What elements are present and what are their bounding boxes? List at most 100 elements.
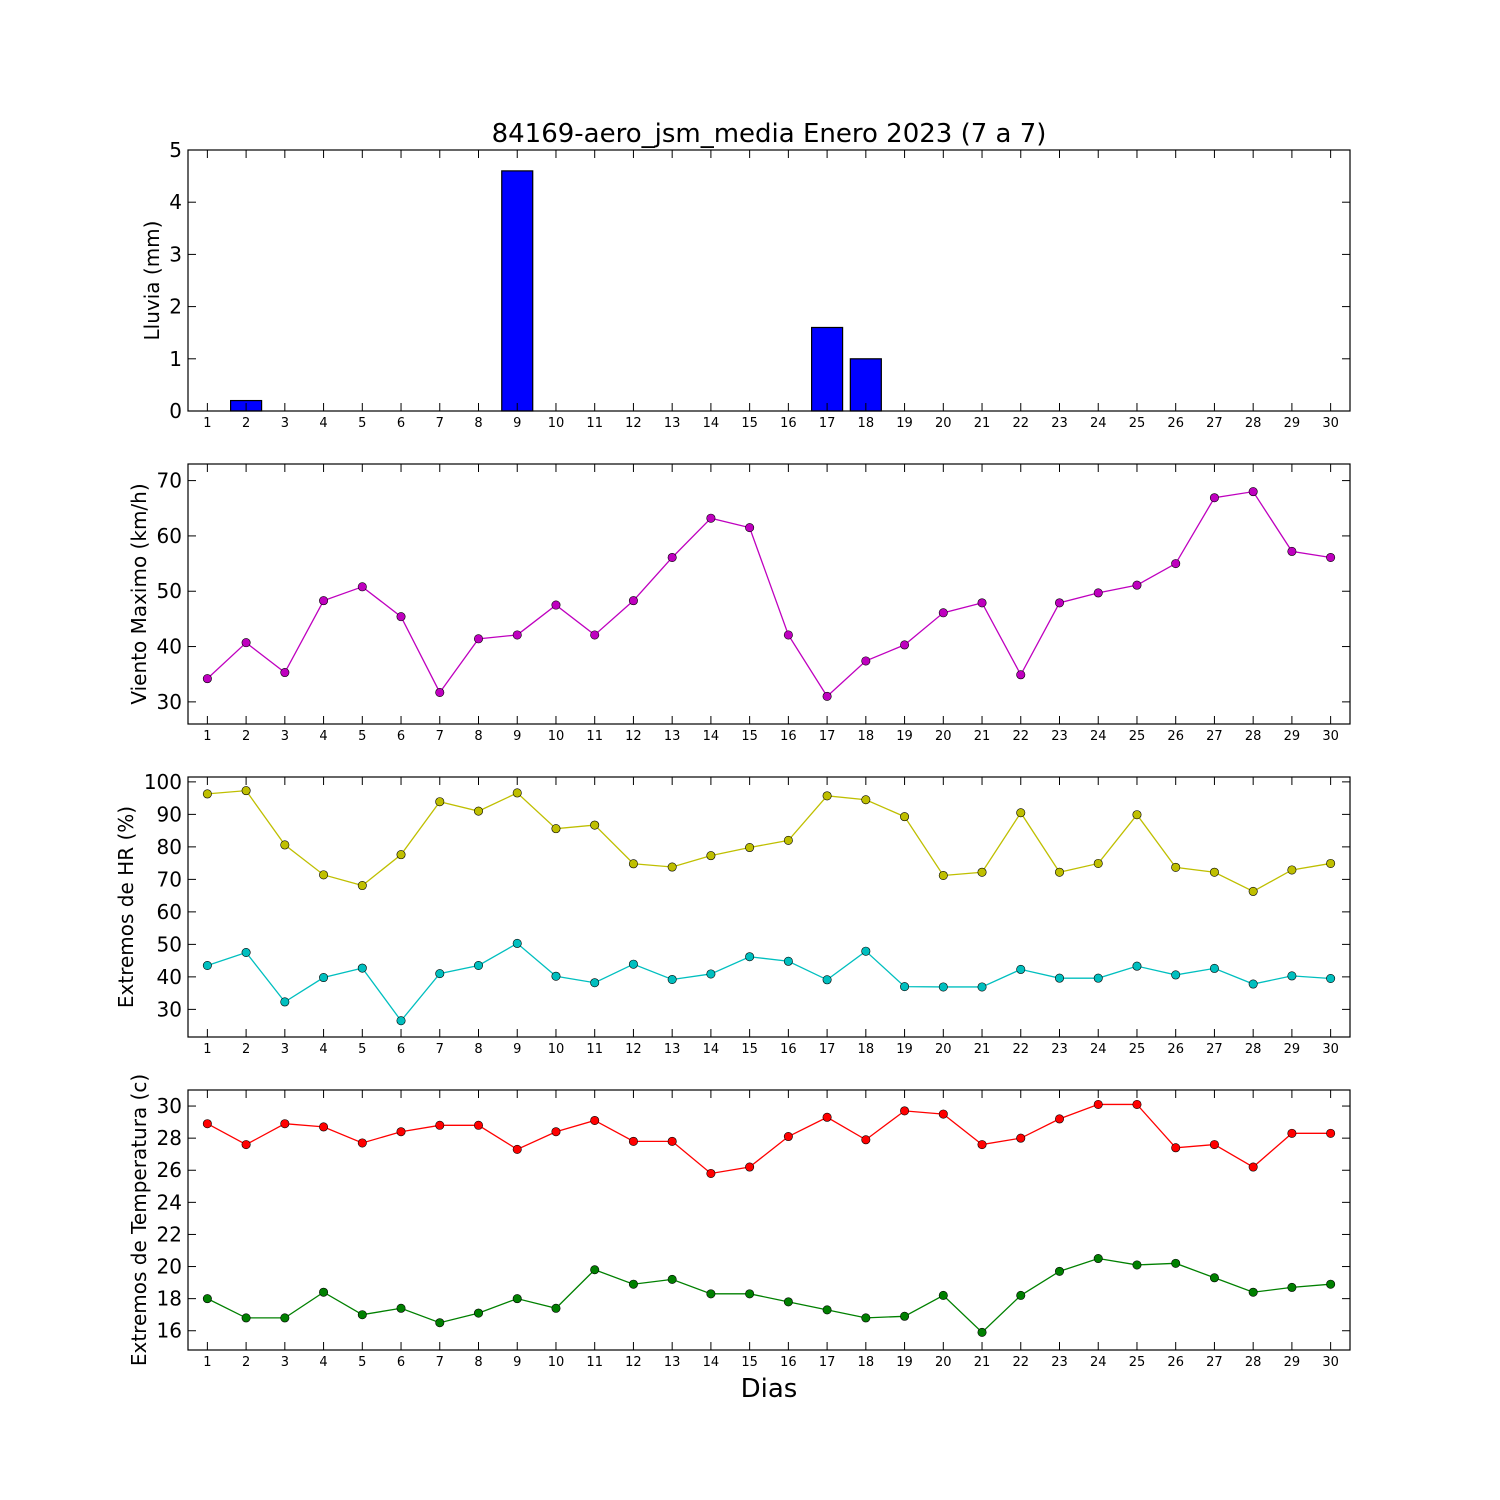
xtick-label: 29 [1284, 1042, 1301, 1057]
xtick-label: 22 [1012, 1355, 1029, 1370]
xtick-label: 16 [780, 416, 797, 431]
point-series-1-day-21 [977, 1140, 987, 1150]
ytick-label: 40 [157, 635, 182, 659]
point-series-1-day-21 [977, 598, 987, 608]
point-series-2-day-26 [1171, 970, 1181, 980]
point-series-1-day-18 [861, 795, 871, 805]
point-series-1-day-3 [280, 668, 290, 678]
point-series-1-day-7 [435, 687, 445, 697]
point-series-2-day-12 [628, 1279, 638, 1289]
y-axis-label: Lluvia (mm) [140, 221, 164, 341]
xtick-label: 2 [242, 729, 250, 744]
point-series-2-day-25 [1132, 1260, 1142, 1270]
point-series-2-day-11 [590, 1265, 600, 1275]
xtick-label: 22 [1012, 729, 1029, 744]
point-series-1-day-6 [396, 1127, 406, 1137]
point-series-2-day-16 [783, 956, 793, 966]
xtick-label: 16 [780, 1042, 797, 1057]
xtick-label: 19 [896, 729, 913, 744]
point-series-1-day-27 [1209, 493, 1219, 503]
point-series-2-day-7 [435, 1318, 445, 1328]
point-series-2-day-21 [977, 982, 987, 992]
xtick-label: 27 [1206, 416, 1223, 431]
xtick-label: 3 [281, 416, 289, 431]
point-series-2-day-6 [396, 1303, 406, 1313]
point-series-1-day-20 [938, 1109, 948, 1119]
point-series-1-day-26 [1171, 559, 1181, 569]
xtick-label: 3 [281, 1042, 289, 1057]
point-series-2-day-20 [938, 982, 948, 992]
point-series-2-day-30 [1326, 973, 1336, 983]
xtick-label: 21 [974, 729, 991, 744]
xtick-label: 21 [974, 416, 991, 431]
point-series-2-day-28 [1248, 979, 1258, 989]
point-series-1-day-26 [1171, 1143, 1181, 1153]
point-series-1-day-12 [628, 859, 638, 869]
point-series-1-day-24 [1093, 588, 1103, 598]
xtick-label: 12 [625, 729, 642, 744]
xtick-label: 20 [935, 416, 952, 431]
xtick-label: 13 [664, 1042, 681, 1057]
y-axis-label: Viento Maximo (km/h) [127, 483, 151, 704]
xtick-label: 8 [474, 1042, 482, 1057]
point-series-2-day-30 [1326, 1279, 1336, 1289]
x-axis-label: Dias [741, 1374, 798, 1404]
point-series-1-day-7 [435, 797, 445, 807]
xtick-label: 10 [548, 1355, 565, 1370]
point-series-1-day-1 [202, 789, 212, 799]
point-series-1-day-1 [202, 674, 212, 684]
axes-frame [187, 1089, 1351, 1351]
point-series-1-day-13 [667, 552, 677, 562]
xtick-label: 11 [586, 729, 603, 744]
xtick-label: 2 [242, 1355, 250, 1370]
xtick-label: 7 [436, 416, 444, 431]
point-series-1-day-28 [1248, 886, 1258, 896]
xtick-label: 19 [896, 1355, 913, 1370]
xtick-label: 6 [397, 1042, 405, 1057]
point-series-2-day-19 [900, 982, 910, 992]
ytick-label: 24 [157, 1190, 182, 1214]
point-series-2-day-9 [512, 1294, 522, 1304]
point-series-1-day-14 [706, 1168, 716, 1178]
ytick-label: 90 [157, 802, 182, 826]
point-series-2-day-27 [1209, 963, 1219, 973]
point-series-1-day-17 [822, 691, 832, 701]
point-series-1-day-17 [822, 791, 832, 801]
point-series-1-day-14 [706, 513, 716, 523]
xtick-label: 4 [319, 1355, 327, 1370]
xtick-label: 30 [1322, 1042, 1339, 1057]
ytick-label: 3 [169, 242, 182, 266]
xtick-label: 25 [1129, 1355, 1146, 1370]
ytick-label: 100 [144, 770, 182, 794]
series-line-2 [207, 942, 1331, 1022]
point-series-2-day-14 [706, 1289, 716, 1299]
xtick-label: 25 [1129, 1042, 1146, 1057]
point-series-1-day-22 [1016, 808, 1026, 818]
xtick-label: 26 [1167, 416, 1184, 431]
point-series-1-day-25 [1132, 580, 1142, 590]
point-series-1-day-11 [590, 820, 600, 830]
point-series-1-day-24 [1093, 858, 1103, 868]
ytick-label: 20 [157, 1255, 182, 1279]
ytick-label: 40 [157, 965, 182, 989]
point-series-2-day-23 [1055, 1266, 1065, 1276]
ytick-label: 4 [169, 190, 182, 214]
point-series-1-day-9 [512, 788, 522, 798]
xtick-label: 30 [1322, 729, 1339, 744]
point-series-2-day-2 [241, 1313, 251, 1323]
xtick-label: 23 [1051, 729, 1068, 744]
xtick-label: 5 [358, 1355, 366, 1370]
y-axis-label: Extremos de Temperatura (c) [127, 1074, 151, 1366]
point-series-1-day-2 [241, 638, 251, 648]
xtick-label: 27 [1206, 1355, 1223, 1370]
point-series-1-day-26 [1171, 862, 1181, 872]
xtick-label: 20 [935, 1355, 952, 1370]
point-series-2-day-5 [357, 1310, 367, 1320]
point-series-2-day-6 [396, 1016, 406, 1026]
xtick-label: 29 [1284, 416, 1301, 431]
point-series-1-day-13 [667, 1136, 677, 1146]
point-series-2-day-14 [706, 969, 716, 979]
xtick-label: 24 [1090, 1355, 1107, 1370]
axes-frame [187, 149, 1351, 412]
point-series-2-day-21 [977, 1327, 987, 1337]
